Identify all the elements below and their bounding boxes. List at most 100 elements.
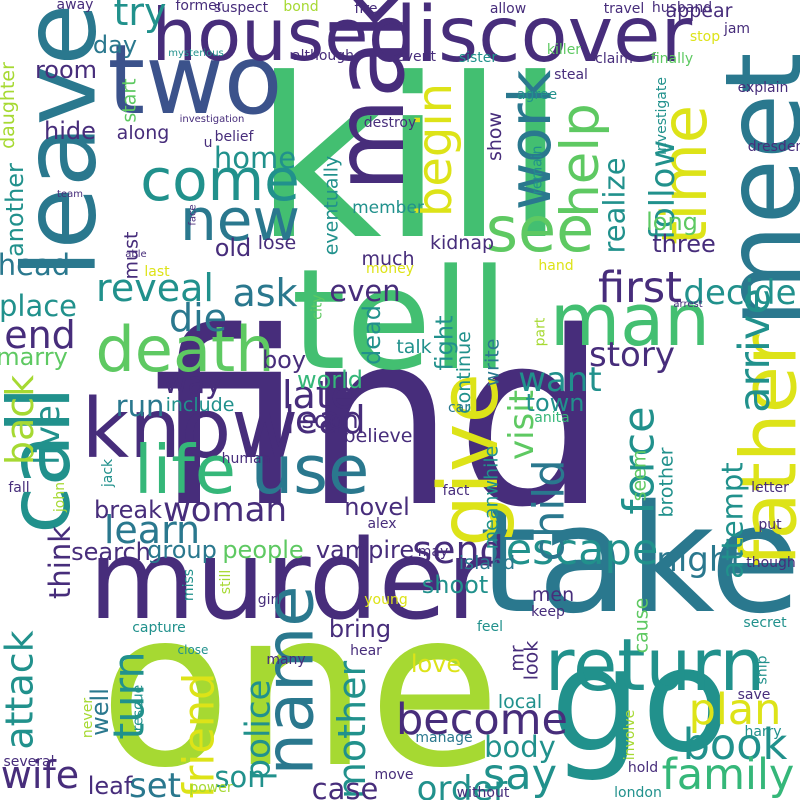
word-capture: capture xyxy=(132,620,186,636)
word-hand: hand xyxy=(538,258,574,274)
word-local: local xyxy=(497,690,543,713)
word-manage: manage xyxy=(415,730,473,746)
word-ask: ask xyxy=(232,271,298,315)
word-case: case xyxy=(311,771,379,800)
word-wife: wife xyxy=(0,753,80,797)
word-son: son xyxy=(214,759,266,794)
word-ship: ship xyxy=(753,655,770,685)
word-first: first xyxy=(597,262,683,313)
word-attack: attack xyxy=(0,630,42,750)
word-human: human xyxy=(221,451,271,467)
word-men: men xyxy=(531,583,575,606)
word-brother: brother xyxy=(655,446,678,518)
word-harry: harry xyxy=(744,724,782,740)
word-young: young xyxy=(364,592,408,608)
word-break: break xyxy=(94,496,162,524)
word-death: death xyxy=(95,313,275,386)
word-become: become xyxy=(395,694,569,745)
word-rescue: rescue xyxy=(129,684,146,732)
word-end: end xyxy=(4,313,76,357)
word-involve: involve xyxy=(622,709,638,761)
word-leaf: leaf xyxy=(87,772,133,800)
word-head: head xyxy=(0,247,71,282)
word-killer: killer xyxy=(546,42,582,58)
word-kidnap: kidnap xyxy=(429,231,495,254)
word-include: include xyxy=(165,393,235,416)
word-although: although xyxy=(291,48,355,64)
word-attempt: attempt xyxy=(715,461,750,579)
word-look: look xyxy=(520,640,543,680)
word-car: car xyxy=(447,400,471,416)
word-anita: anita xyxy=(534,410,570,426)
word-lead: lead xyxy=(284,398,366,442)
word-another: another xyxy=(1,163,30,257)
word-see: see xyxy=(485,193,595,266)
word-sister: sister xyxy=(458,50,498,66)
word-even: even xyxy=(329,273,401,308)
word-much: much xyxy=(361,247,415,270)
word-day: day xyxy=(92,31,138,59)
word-learn: learn xyxy=(103,508,201,552)
word-house: house xyxy=(151,0,369,77)
word-team: team xyxy=(57,189,83,200)
word-save: save xyxy=(737,687,771,703)
word-place: place xyxy=(0,288,78,323)
word-bring: bring xyxy=(328,615,392,643)
word-london: london xyxy=(614,785,662,800)
word-face: face xyxy=(188,204,199,226)
word-start: start xyxy=(118,77,141,123)
word-room: room xyxy=(34,56,98,84)
word-investigate: investigate xyxy=(654,77,670,155)
word-fall: fall xyxy=(8,480,30,496)
word-mysterious: mysterious xyxy=(168,48,224,59)
word-marry: marry xyxy=(0,343,68,371)
word-former: former xyxy=(175,0,223,14)
word-search: search xyxy=(71,538,151,566)
word-soon: soon xyxy=(301,406,359,434)
word-though: though xyxy=(746,555,796,571)
word-one: one xyxy=(99,564,501,800)
word-home: home xyxy=(213,140,297,175)
word-know: know xyxy=(81,382,299,477)
word-eventually: eventually xyxy=(320,155,343,255)
word-begin: begin xyxy=(406,82,463,218)
word-child: child xyxy=(524,458,575,562)
word-jack: jack xyxy=(100,458,116,488)
word-novel: novel xyxy=(344,493,410,521)
word-money: money xyxy=(366,261,414,277)
word-die: die xyxy=(168,296,228,340)
word-vampire: vampire xyxy=(315,536,415,564)
word-lose: lose xyxy=(257,231,297,254)
word-life: life xyxy=(133,430,237,509)
word-power: power xyxy=(189,780,233,796)
word-away: away xyxy=(56,0,94,13)
word-bond: bond xyxy=(283,0,319,15)
word-discover: discover xyxy=(367,0,693,80)
word-john: john xyxy=(51,481,68,513)
word-decide: decide xyxy=(683,273,797,313)
word-night: night xyxy=(656,540,744,580)
word-tell: tell xyxy=(291,238,509,401)
word-miss: miss xyxy=(181,568,197,602)
word-kill: kill xyxy=(253,31,567,289)
word-seem: seem xyxy=(628,449,651,501)
word-suspect: suspect xyxy=(213,0,269,16)
word-remain: remain xyxy=(529,145,546,195)
word-plan: plan xyxy=(688,684,782,735)
word-still: still xyxy=(217,569,234,595)
word-agree: agree xyxy=(516,87,558,103)
word-several: several xyxy=(3,754,55,770)
word-believe: believe xyxy=(343,424,413,447)
word-hear: hear xyxy=(350,643,382,659)
word-world: world xyxy=(296,366,364,394)
word-appear: appear xyxy=(665,0,733,22)
word-people: people xyxy=(222,536,304,564)
word-family: family xyxy=(661,749,795,800)
word-member: member xyxy=(352,197,424,218)
word-live: live xyxy=(28,405,68,465)
word-arrest: arrest xyxy=(673,299,703,310)
word-steal: steal xyxy=(554,67,588,83)
word-dead: dead xyxy=(357,305,386,365)
word-boy: boy xyxy=(261,346,307,374)
